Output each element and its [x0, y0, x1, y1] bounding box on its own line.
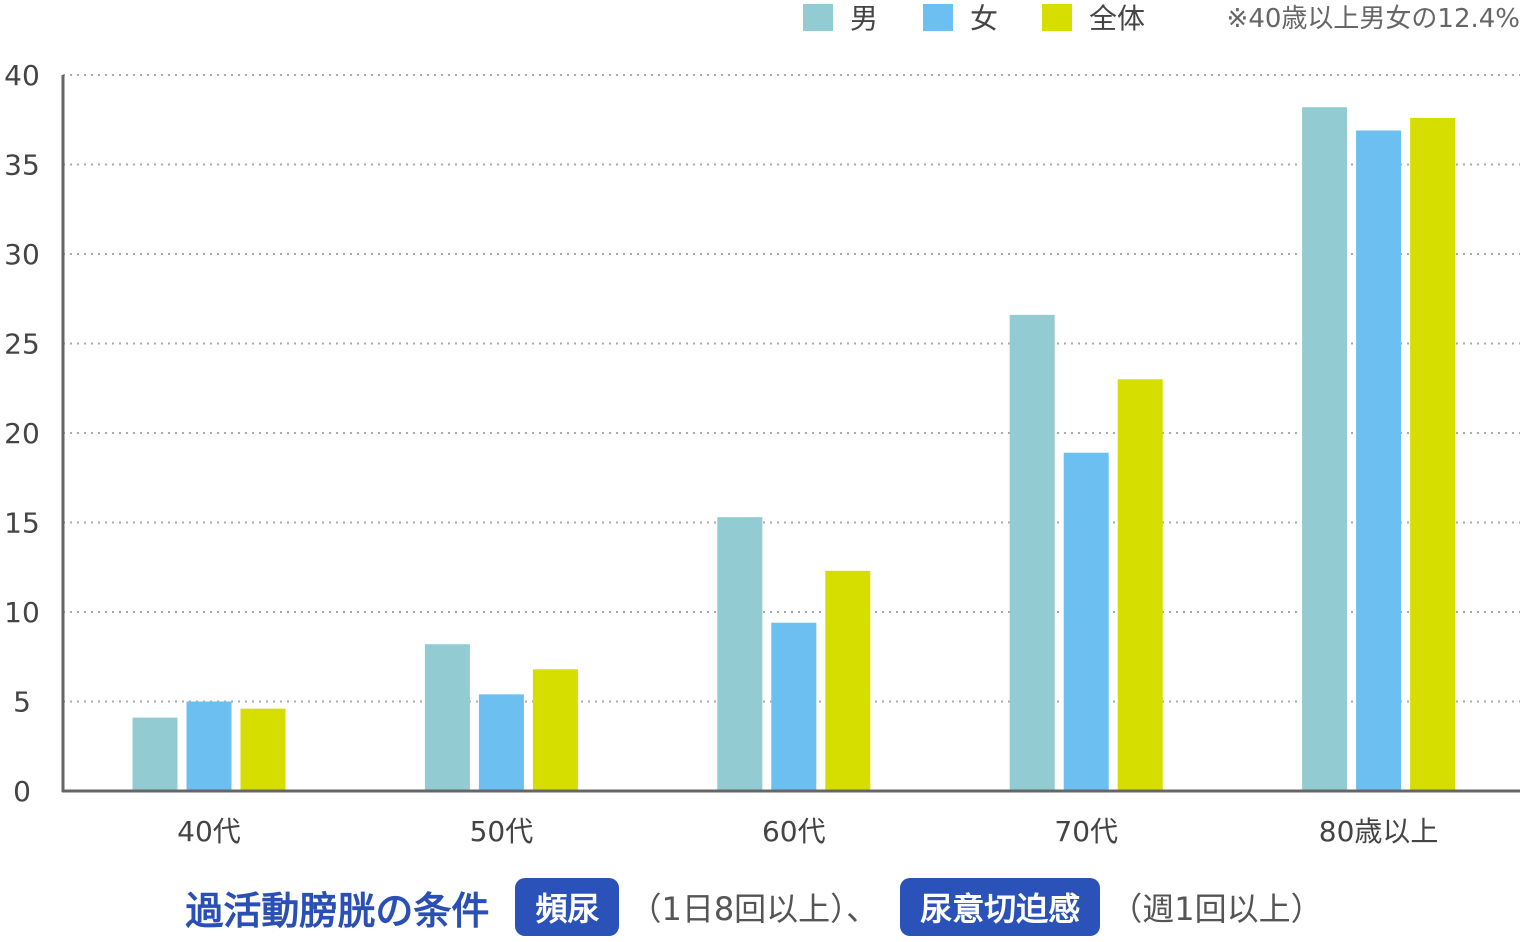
bar-女-60代 — [771, 622, 817, 791]
legend-swatch — [1042, 4, 1072, 31]
y-tick-label: 15 — [4, 507, 40, 540]
condition-detail-urgency: （週1回以上） — [1110, 890, 1323, 928]
y-tick-label: 30 — [4, 238, 40, 271]
bar-男-80歳以上 — [1302, 107, 1348, 792]
bar-男-60代 — [717, 517, 763, 791]
legend-swatch — [923, 4, 953, 31]
y-tick-label: 25 — [4, 328, 40, 361]
y-axis-ticks: 0 5 10 15 20 25 30 35 40 — [4, 59, 40, 808]
x-tick-label: 80歳以上 — [1319, 815, 1439, 848]
y-tick-label: 10 — [4, 596, 40, 629]
bar-全体-80歳以上 — [1410, 117, 1456, 791]
bar-男-70代 — [1009, 314, 1055, 791]
bar-男-50代 — [424, 644, 470, 791]
bar-女-80歳以上 — [1356, 130, 1402, 792]
legend: 男 女 全体 ※40歳以上男女の12.4% — [803, 2, 1520, 35]
legend-label: 女 — [970, 2, 998, 35]
y-tick-label: 20 — [4, 417, 40, 450]
legend-label: 男 — [850, 2, 878, 35]
x-axis-labels: 40代 50代 60代 70代 80歳以上 — [177, 815, 1438, 848]
x-tick-label: 60代 — [762, 815, 826, 848]
bar-全体-60代 — [825, 570, 871, 791]
bar-全体-70代 — [1117, 379, 1163, 791]
axes — [61, 75, 1520, 793]
legend-swatch — [803, 4, 833, 31]
x-tick-label: 40代 — [177, 815, 241, 848]
bar-chart: 0 5 10 15 20 25 30 35 40 40代 50代 60代 70代 80歳以上 男 女 全体 ※… — [4, 2, 1520, 848]
bar-男-40代 — [132, 717, 178, 791]
conditions-title: 過活動膀胱の条件 — [185, 888, 490, 933]
bar-女-40代 — [186, 701, 232, 791]
legend-label: 全体 — [1089, 2, 1145, 35]
x-tick-label: 70代 — [1054, 815, 1118, 848]
y-tick-label: 40 — [4, 59, 40, 92]
x-tick-label: 50代 — [470, 815, 534, 848]
condition-badge-urgency: 尿意切迫感 — [900, 878, 1101, 936]
condition-badge-frequency: 頻尿 — [515, 878, 620, 936]
condition-detail-frequency: （1日8回以上）、 — [629, 890, 879, 928]
bar-全体-40代 — [240, 708, 286, 791]
bar-女-70代 — [1063, 452, 1109, 791]
gridlines — [63, 74, 1520, 703]
bar-全体-50代 — [532, 669, 578, 791]
legend-note: ※40歳以上男女の12.4% — [1227, 4, 1520, 34]
y-tick-label: 5 — [13, 686, 31, 719]
bar-女-50代 — [478, 694, 524, 791]
y-tick-label: 0 — [13, 775, 31, 808]
y-tick-label: 35 — [4, 149, 40, 182]
bars — [132, 107, 1456, 792]
conditions-caption: 過活動膀胱の条件 頻尿 （1日8回以上）、 尿意切迫感 （週1回以上） — [0, 872, 1530, 942]
